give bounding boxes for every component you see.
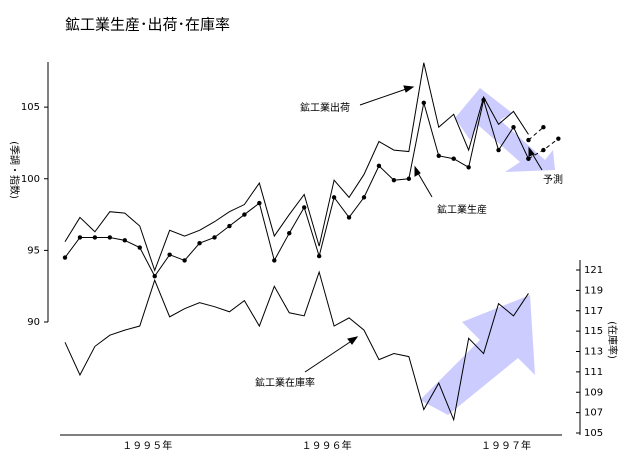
y2-tick-label: 115 [584, 326, 603, 337]
marker [541, 124, 546, 130]
marker [137, 245, 142, 250]
marker [92, 235, 98, 240]
trend-arrow [420, 295, 535, 415]
marker [556, 136, 561, 141]
y2-tick-label: 105 [584, 428, 603, 439]
y-axis-label: (季調・指数) [8, 141, 21, 199]
marker [451, 156, 456, 161]
marker [167, 252, 172, 257]
y2-tick-label: 109 [584, 387, 603, 398]
chart-title: 鉱工業生産･出荷･在庫率 [65, 16, 230, 34]
marker [77, 235, 83, 240]
axes [47, 62, 581, 436]
marker [436, 153, 441, 159]
marker [526, 156, 531, 161]
marker [466, 165, 471, 170]
x-tick-label: １９９７年 [481, 439, 531, 452]
y-tick-label: 95 [27, 245, 40, 256]
marker [316, 253, 322, 259]
marker [62, 255, 68, 260]
marker [346, 215, 352, 220]
marker [212, 235, 217, 240]
marker [182, 258, 187, 263]
marker [272, 258, 277, 263]
marker [496, 147, 501, 153]
annotation: 予測 [543, 173, 563, 186]
marker [541, 147, 546, 153]
annotation: 鉱工業在庫率 [255, 376, 315, 389]
marker [331, 195, 337, 200]
marker [257, 200, 262, 206]
y2-axis-label: (在庫率) [606, 321, 619, 359]
y-tick-label: 100 [21, 174, 40, 185]
marker [197, 241, 202, 246]
series-line [528, 126, 544, 141]
y2-tick-label: 113 [584, 347, 603, 358]
y-tick-label: 105 [21, 102, 40, 113]
series-line [64, 62, 529, 272]
marker [526, 137, 531, 143]
y2-tick-label: 117 [584, 306, 603, 317]
marker [421, 100, 426, 106]
y2-tick-label: 119 [584, 285, 603, 296]
marker [242, 212, 247, 217]
series-line [64, 270, 529, 422]
annotation: 鉱工業出荷 [300, 101, 350, 114]
marker [361, 195, 367, 200]
annotations [304, 85, 543, 373]
marker [227, 223, 232, 229]
y2-tick-label: 111 [584, 367, 603, 378]
x-tick-label: １９９６年 [302, 439, 352, 452]
marker [511, 124, 516, 130]
marker [122, 238, 128, 243]
annotation: 鉱工業生産 [437, 203, 487, 216]
marker [406, 176, 412, 181]
y-tick-label: 90 [27, 317, 40, 328]
y2-tick-label: 121 [584, 265, 603, 276]
marker [302, 205, 307, 210]
y2-tick-label: 107 [584, 408, 603, 419]
marker [152, 273, 157, 279]
x-tick-label: １９９５年 [122, 439, 172, 452]
series-line [64, 97, 529, 278]
marker [107, 235, 113, 240]
marker [391, 177, 397, 183]
marker [376, 163, 382, 169]
marker [287, 230, 292, 236]
